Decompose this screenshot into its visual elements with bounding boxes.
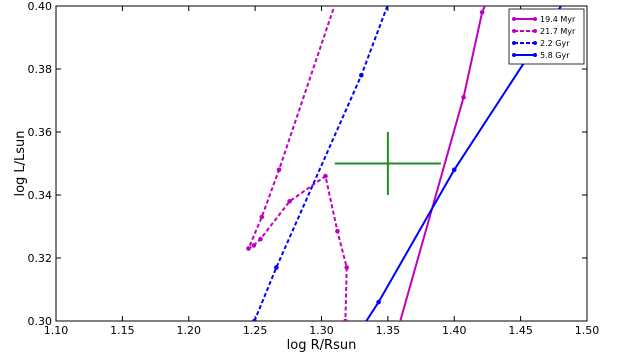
series-2-point-2 bbox=[359, 73, 364, 78]
plot-area bbox=[246, 1, 566, 321]
series-2-point-1 bbox=[274, 265, 279, 270]
series-line-3 bbox=[365, 6, 563, 321]
x-axis-label: log R/Rsun bbox=[287, 338, 357, 353]
legend-label: 2.2 Gyr bbox=[540, 39, 570, 48]
series-1-point-7 bbox=[323, 173, 328, 179]
x-tick-label: 1.20 bbox=[177, 324, 202, 337]
y-axis-label: log L/Lsun bbox=[13, 130, 28, 196]
x-tick-label: 1.50 bbox=[575, 324, 600, 337]
series-1-point-10 bbox=[343, 318, 348, 321]
series-1-point-9 bbox=[344, 265, 350, 270]
legend-marker-start-2 bbox=[512, 41, 516, 45]
x-tick-label: 1.30 bbox=[309, 324, 334, 337]
series-2-point-0 bbox=[252, 318, 257, 321]
x-tick-label: 1.25 bbox=[243, 324, 268, 337]
series-1-point-1 bbox=[276, 167, 282, 173]
x-tick-label: 1.15 bbox=[110, 324, 135, 337]
series-0-point-0 bbox=[398, 320, 402, 321]
series-1-point-6 bbox=[287, 199, 292, 204]
series-1-point-3 bbox=[246, 246, 251, 251]
x-tick-label: 1.35 bbox=[376, 324, 401, 337]
legend-marker-start-3 bbox=[512, 53, 516, 57]
series-2-point-3 bbox=[386, 1, 391, 6]
y-tick-label: 0.32 bbox=[28, 252, 53, 265]
legend-marker-end-2 bbox=[533, 41, 537, 45]
series-line-1 bbox=[247, 6, 348, 321]
y-tick-label: 0.34 bbox=[28, 189, 53, 202]
series-1-point-4 bbox=[251, 243, 257, 248]
series-3-point-0 bbox=[363, 320, 367, 321]
y-tick-label: 0.38 bbox=[28, 63, 53, 76]
series-3-point-2 bbox=[451, 167, 457, 173]
series-0-point-1 bbox=[461, 95, 466, 100]
legend-marker-end-1 bbox=[533, 29, 537, 33]
series-3-point-1 bbox=[376, 299, 381, 305]
series-1-point-0 bbox=[333, 1, 338, 6]
y-tick-label: 0.40 bbox=[28, 0, 53, 13]
series-1-point-5 bbox=[258, 236, 263, 242]
legend-marker-start-0 bbox=[512, 17, 516, 21]
x-tick-label: 1.10 bbox=[44, 324, 69, 337]
legend-marker-end-3 bbox=[533, 53, 537, 57]
legend-label: 5.8 Gyr bbox=[540, 51, 570, 60]
series-0-point-2 bbox=[479, 10, 485, 15]
legend-marker-start-1 bbox=[512, 29, 516, 33]
legend: 19.4 Myr 21.7 Myr 2.2 Gyr 5.8 Gyr bbox=[508, 8, 585, 65]
series-line-2 bbox=[253, 6, 389, 321]
series-1-point-8 bbox=[335, 228, 340, 234]
series-3-point-3 bbox=[561, 1, 566, 6]
legend-label: 21.7 Myr bbox=[540, 27, 576, 36]
legend-marker-end-0 bbox=[533, 17, 537, 21]
series-0-point-3 bbox=[484, 1, 489, 6]
y-tick-label: 0.30 bbox=[28, 315, 53, 328]
x-tick-label: 1.45 bbox=[508, 324, 533, 337]
legend-label: 19.4 Myr bbox=[540, 15, 576, 24]
series-1-point-2 bbox=[259, 214, 265, 220]
y-tick-label: 0.36 bbox=[28, 126, 53, 139]
x-tick-label: 1.40 bbox=[442, 324, 467, 337]
